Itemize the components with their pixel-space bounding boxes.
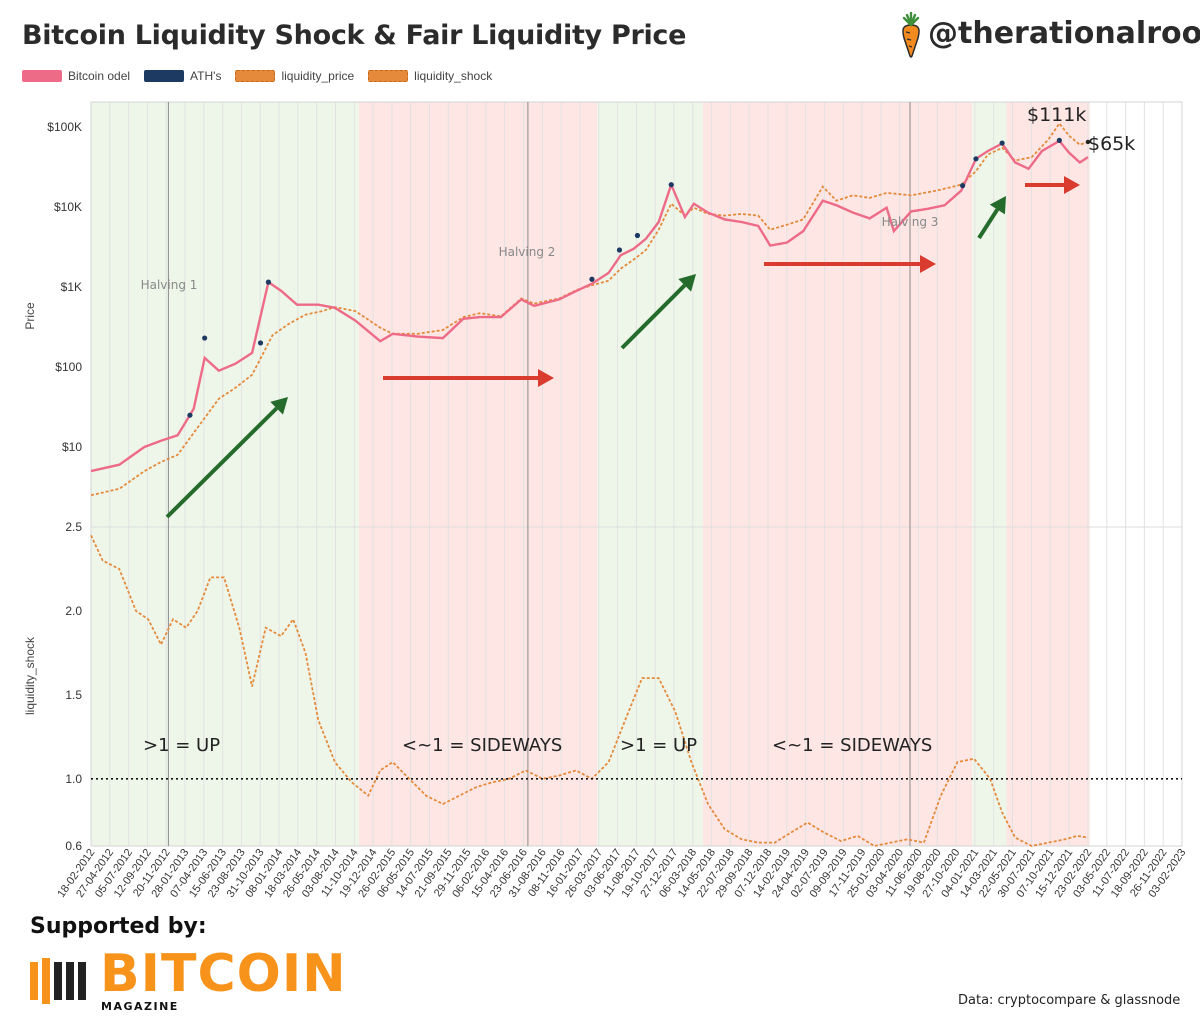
zone-label-sideways-1: <~1 = SIDEWAYS — [402, 735, 562, 756]
halving-2-label: Halving 2 — [499, 245, 556, 259]
series-layer — [90, 121, 1089, 847]
legend-swatch — [22, 70, 62, 82]
legend-label: Bitcoin odel — [68, 69, 131, 83]
author-handle: @therationalroot — [928, 16, 1200, 51]
arrow-head — [678, 274, 696, 292]
y-tick-label: $10K — [54, 200, 82, 214]
y-tick-label: $100K — [47, 120, 82, 134]
ath-point — [973, 156, 979, 162]
carrot-icon — [902, 12, 920, 58]
legend-label: liquidity_price — [281, 69, 355, 83]
zones-layer — [91, 102, 1090, 846]
y-tick-label: $1K — [61, 280, 82, 294]
ath-point — [1056, 137, 1062, 143]
liquidity-price-line — [90, 121, 1089, 497]
zone-label-up-1: >1 = UP — [143, 735, 220, 756]
legend-item-liquidity-price[interactable]: liquidity_price — [235, 69, 354, 83]
arrow-up-3 — [977, 196, 1006, 240]
y-tick-label: 0.6 — [65, 839, 82, 853]
green-zone — [972, 102, 1007, 846]
data-source: Data: cryptocompare & glassnode — [958, 993, 1181, 1008]
chart-title: Bitcoin Liquidity Shock & Fair Liquidity… — [22, 20, 687, 51]
red-zone — [702, 102, 973, 846]
legend-label: ATH's — [190, 69, 222, 83]
grid-layer — [90, 101, 1183, 847]
arrow-layer — [165, 176, 1080, 519]
legend-swatch — [144, 70, 185, 82]
brand-wordmark: BITCOIN — [100, 944, 347, 1004]
price-line — [90, 139, 1089, 473]
y-axis-label: liquidity_shock — [23, 636, 37, 715]
legend-item-price[interactable]: Bitcoin odel — [22, 69, 130, 83]
arrow-head — [270, 397, 288, 415]
plot-border — [90, 101, 1183, 847]
ath-point — [265, 279, 272, 285]
brand-subtitle: MAGAZINE — [101, 1000, 179, 1013]
peak-liquidity-label: $111k — [1027, 104, 1086, 126]
y-tick-label: $100 — [55, 360, 82, 374]
ath-point — [999, 140, 1005, 146]
green-zone — [597, 102, 703, 846]
ath-point — [257, 340, 264, 346]
y-tick-label: 2.5 — [65, 520, 82, 534]
legend-swatch — [235, 70, 276, 82]
ath-point — [202, 335, 208, 341]
legend-label: liquidity_shock — [414, 69, 493, 83]
halving-1-label: Halving 1 — [141, 278, 198, 292]
chart-legend: Bitcoin odel ATH's liquidity_price liqui… — [22, 68, 506, 84]
y-tick-label: 1.5 — [65, 688, 82, 702]
current-liquidity-label: $65k — [1088, 133, 1135, 155]
bitcoin-magazine-logo-icon — [30, 958, 86, 1004]
zone-label-up-2: >1 = UP — [620, 735, 697, 756]
arrow-shaft — [165, 406, 279, 519]
arrow-sideways-3 — [1025, 176, 1080, 194]
ath-point — [616, 247, 623, 253]
y-tick-label: 2.0 — [65, 604, 82, 618]
red-zone — [1006, 102, 1090, 846]
ath-point — [668, 182, 674, 188]
arrow-shaft — [977, 208, 1000, 240]
ath-point — [634, 232, 641, 239]
annotation-layer: Halving 1 Halving 2 Halving 3 $111k$65k >1 =… — [141, 104, 1136, 756]
liquidity-shock-line — [90, 535, 1089, 847]
ath-point — [187, 412, 193, 418]
green-zone — [91, 102, 359, 846]
ath-point — [589, 276, 595, 282]
legend-swatch — [368, 70, 409, 82]
current-liquidity-marker — [1085, 139, 1091, 145]
arrow-sideways-2 — [764, 255, 936, 273]
arrow-up-1 — [165, 397, 288, 519]
arrow-head — [920, 255, 936, 273]
arrow-head — [1064, 176, 1080, 194]
legend-item-ath[interactable]: ATH's — [144, 69, 221, 83]
arrow-shaft — [620, 283, 687, 350]
supported-by-label: Supported by: — [30, 914, 207, 939]
halving-layer — [167, 102, 911, 846]
arrow-head — [989, 196, 1006, 215]
y-tick-label: 1.0 — [65, 772, 82, 786]
legend-item-liquidity-shock[interactable]: liquidity_shock — [368, 69, 492, 83]
y-axis-label: Price — [23, 302, 37, 330]
arrow-sideways-1 — [383, 369, 554, 387]
y-tick-label: $10 — [62, 440, 82, 454]
halving-3-label: Halving 3 — [882, 215, 939, 229]
zone-label-sideways-2: <~1 = SIDEWAYS — [772, 735, 932, 756]
arrow-up-2 — [620, 274, 696, 350]
arrow-head — [538, 369, 554, 387]
ath-point — [960, 183, 966, 189]
red-zone — [358, 102, 598, 846]
